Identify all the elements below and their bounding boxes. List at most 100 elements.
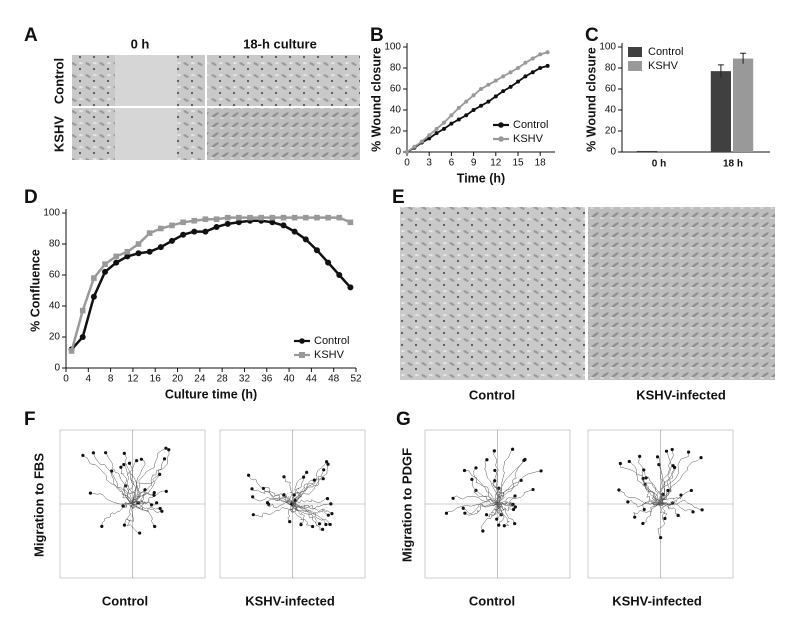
caption: KSHV-infected (612, 593, 702, 608)
x-tick-label: 48 (328, 374, 340, 385)
marker (523, 60, 528, 65)
marker (347, 284, 354, 291)
trajectory (446, 503, 498, 514)
trajectory-end (288, 520, 292, 524)
trajectory (101, 503, 133, 527)
marker (412, 144, 417, 149)
marker (471, 93, 476, 98)
trajectory (641, 498, 661, 510)
marker (247, 214, 253, 221)
trajectory-end (461, 506, 465, 510)
trajectory-end (444, 511, 449, 515)
x-tick-label: 12 (490, 158, 502, 169)
trajectory-end (91, 451, 96, 455)
marker (456, 117, 461, 122)
trajectory (494, 503, 504, 520)
trajectory-end (511, 447, 515, 451)
legend-swatch (628, 47, 642, 57)
trajectory-end (122, 451, 126, 455)
trajectory-end (691, 510, 695, 514)
x-tick-label: 36 (261, 374, 273, 385)
marker (479, 87, 483, 91)
trajectory-end (484, 513, 489, 517)
marker (427, 136, 432, 141)
marker (347, 219, 354, 226)
trajectory-end (301, 475, 306, 479)
trajectory-end (328, 522, 332, 527)
trajectory (472, 467, 498, 505)
trajectory (126, 503, 140, 534)
marker (124, 248, 131, 255)
marker (336, 214, 343, 221)
x-tick-label: 12 (127, 374, 139, 385)
marker (325, 214, 331, 221)
trajectory-end (149, 503, 154, 507)
marker (303, 214, 309, 221)
y-tick-label: 80 (49, 239, 61, 250)
trajectory (642, 503, 661, 524)
trajectory (93, 452, 133, 505)
trajectory-end (495, 517, 499, 521)
trajectory (292, 503, 314, 529)
wound-gap (115, 55, 177, 106)
trajectory-end (251, 495, 255, 499)
x-tick-label: 16 (150, 374, 162, 385)
trajectory (292, 464, 329, 505)
marker (135, 250, 142, 257)
layer: 0 h 18-h culture Control KSHV Control KS… (24, 25, 775, 608)
trajectory-end (152, 491, 156, 495)
panel-letter: B (370, 25, 384, 46)
trajectory-end (686, 450, 691, 454)
marker (530, 56, 535, 61)
marker (280, 214, 287, 221)
panel-letter: G (396, 409, 411, 430)
trajectory (291, 503, 320, 524)
x-tick-label: 0 (404, 158, 410, 169)
marker (427, 133, 432, 138)
marker (202, 216, 209, 222)
trajectory-end (513, 522, 517, 526)
trajectory (132, 503, 163, 513)
marker (146, 230, 153, 236)
image-kshv (588, 207, 775, 380)
trajectory (132, 474, 160, 505)
panel-letter: A (24, 25, 38, 46)
row-label: Migration to PDGF (399, 448, 414, 562)
trajectory (660, 501, 694, 512)
x-tick-label: 0 (63, 374, 69, 385)
trajectory-end (152, 493, 156, 497)
trajectory (283, 476, 293, 505)
column-label: 0 h (131, 36, 150, 51)
marker (79, 334, 86, 340)
marker (280, 222, 287, 229)
bar (636, 150, 657, 152)
trajectory (291, 503, 327, 525)
wound-gap (115, 108, 177, 160)
trajectory-end (672, 465, 677, 470)
trajectory (132, 489, 147, 505)
x-tick-label: 40 (284, 374, 296, 385)
trajectory-end (321, 527, 325, 531)
caption: Control (102, 593, 148, 608)
marker (102, 268, 109, 275)
trajectory-end (642, 507, 646, 512)
trajectory-end (679, 493, 683, 497)
y-tick-label: 20 (49, 332, 61, 343)
trajectory (120, 467, 133, 505)
y-tick-label: 80 (390, 63, 402, 74)
y-tick-label: 20 (390, 126, 402, 137)
trajectory-end (121, 504, 125, 508)
marker (180, 231, 187, 238)
trajectory (132, 447, 167, 505)
marker (471, 108, 476, 112)
image-control-18h (207, 55, 360, 106)
marker (158, 225, 164, 232)
trajectory-end (626, 500, 630, 504)
marker (523, 74, 528, 79)
trajectory (287, 503, 295, 522)
error-bar (740, 52, 747, 64)
trajectory-end (162, 457, 167, 461)
trajectory-end (311, 524, 315, 529)
panel-letter: D (24, 187, 38, 208)
